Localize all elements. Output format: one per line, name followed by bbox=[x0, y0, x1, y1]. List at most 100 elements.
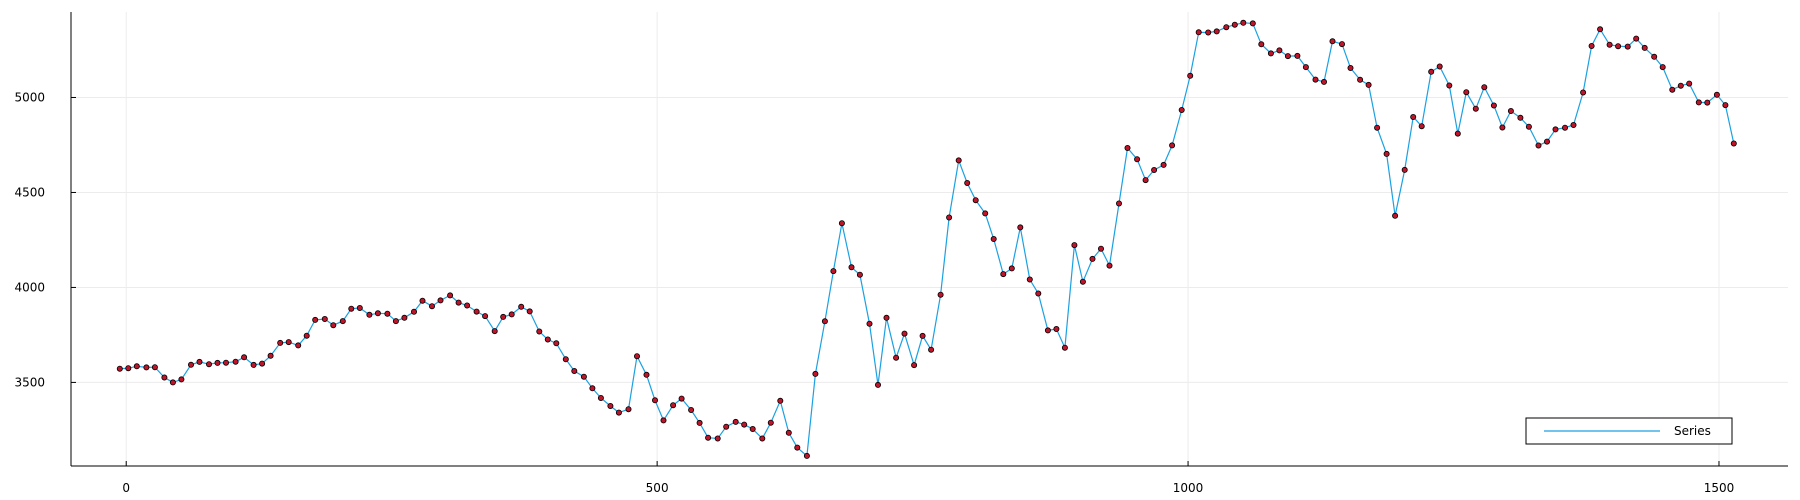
data-point bbox=[356, 304, 363, 311]
data-point bbox=[964, 179, 971, 186]
data-point bbox=[321, 315, 328, 322]
data-point bbox=[821, 318, 828, 325]
data-point bbox=[589, 385, 596, 392]
data-point bbox=[1704, 99, 1711, 106]
data-point bbox=[428, 303, 435, 310]
data-point bbox=[553, 340, 560, 347]
data-point bbox=[812, 370, 819, 377]
y-tick-label: 4000 bbox=[14, 280, 45, 294]
data-point bbox=[990, 235, 997, 242]
data-point bbox=[464, 302, 471, 309]
data-point bbox=[366, 311, 373, 318]
data-point bbox=[1035, 290, 1042, 297]
data-point bbox=[1205, 29, 1212, 36]
data-point bbox=[714, 435, 721, 442]
data-point bbox=[1258, 41, 1265, 48]
data-point bbox=[696, 419, 703, 426]
data-point bbox=[1312, 76, 1319, 83]
data-point bbox=[1249, 20, 1256, 27]
y-tick-label: 4500 bbox=[14, 185, 45, 199]
data-point bbox=[982, 210, 989, 217]
data-point bbox=[1624, 43, 1631, 50]
data-series bbox=[116, 19, 1737, 459]
data-point bbox=[250, 361, 257, 368]
x-tick-label: 1000 bbox=[1173, 481, 1204, 495]
data-point bbox=[500, 313, 507, 320]
data-point bbox=[1061, 344, 1068, 351]
data-point bbox=[1677, 82, 1684, 89]
data-point bbox=[1481, 84, 1488, 91]
data-point bbox=[1302, 64, 1309, 71]
data-point bbox=[571, 367, 578, 374]
data-point bbox=[1392, 212, 1399, 219]
data-point bbox=[374, 310, 381, 317]
data-point bbox=[1374, 124, 1381, 131]
data-point bbox=[1195, 29, 1202, 36]
data-point bbox=[536, 328, 543, 335]
data-point bbox=[749, 425, 756, 432]
data-point bbox=[473, 308, 480, 315]
data-point bbox=[482, 313, 489, 320]
data-point bbox=[615, 409, 622, 416]
data-point bbox=[295, 342, 302, 349]
data-point bbox=[678, 395, 685, 402]
data-point bbox=[1223, 24, 1230, 31]
data-point bbox=[151, 364, 158, 371]
data-point bbox=[723, 423, 730, 430]
data-point bbox=[670, 402, 677, 409]
data-point bbox=[946, 214, 953, 221]
data-point bbox=[1231, 21, 1238, 28]
grid-lines bbox=[71, 12, 1788, 466]
data-point bbox=[1240, 19, 1247, 26]
data-point bbox=[705, 434, 712, 441]
data-point bbox=[410, 308, 417, 315]
data-point bbox=[196, 358, 203, 365]
data-point bbox=[1713, 91, 1720, 98]
data-point bbox=[1463, 89, 1470, 96]
data-point bbox=[267, 352, 274, 359]
data-point bbox=[688, 406, 695, 413]
data-point bbox=[1544, 138, 1551, 145]
data-point bbox=[1436, 63, 1443, 70]
y-tick-label: 3500 bbox=[14, 375, 45, 389]
data-point bbox=[508, 311, 515, 318]
data-point bbox=[1641, 44, 1648, 51]
data-point bbox=[544, 336, 551, 343]
data-point bbox=[1284, 53, 1291, 60]
data-point bbox=[1606, 41, 1613, 48]
series-line bbox=[119, 22, 1735, 458]
data-point bbox=[1294, 52, 1301, 59]
data-point bbox=[1428, 68, 1435, 75]
data-point bbox=[143, 364, 150, 371]
data-point bbox=[830, 268, 837, 275]
data-point bbox=[285, 339, 292, 346]
data-point bbox=[625, 406, 632, 413]
data-point bbox=[883, 314, 890, 321]
data-point bbox=[447, 292, 454, 299]
data-point bbox=[1588, 43, 1595, 50]
data-point bbox=[928, 346, 935, 353]
data-point bbox=[1124, 144, 1131, 151]
data-point bbox=[125, 365, 132, 372]
data-point bbox=[1597, 26, 1604, 33]
data-point bbox=[1383, 150, 1390, 157]
data-point bbox=[972, 197, 979, 204]
data-point bbox=[241, 354, 248, 361]
data-point bbox=[1580, 89, 1587, 96]
data-point bbox=[222, 359, 229, 366]
data-point bbox=[205, 361, 212, 368]
data-point bbox=[1499, 124, 1506, 131]
data-point bbox=[1187, 72, 1194, 79]
data-point bbox=[1454, 130, 1461, 137]
data-point bbox=[437, 297, 444, 304]
data-point bbox=[455, 299, 462, 306]
data-point bbox=[856, 271, 863, 278]
data-point bbox=[1142, 177, 1149, 184]
data-point bbox=[732, 418, 739, 425]
data-point bbox=[785, 429, 792, 436]
data-point bbox=[401, 314, 408, 321]
data-point bbox=[1401, 166, 1408, 173]
data-point bbox=[1633, 35, 1640, 42]
data-point bbox=[1053, 325, 1060, 332]
x-tick-label: 1500 bbox=[1704, 481, 1735, 495]
